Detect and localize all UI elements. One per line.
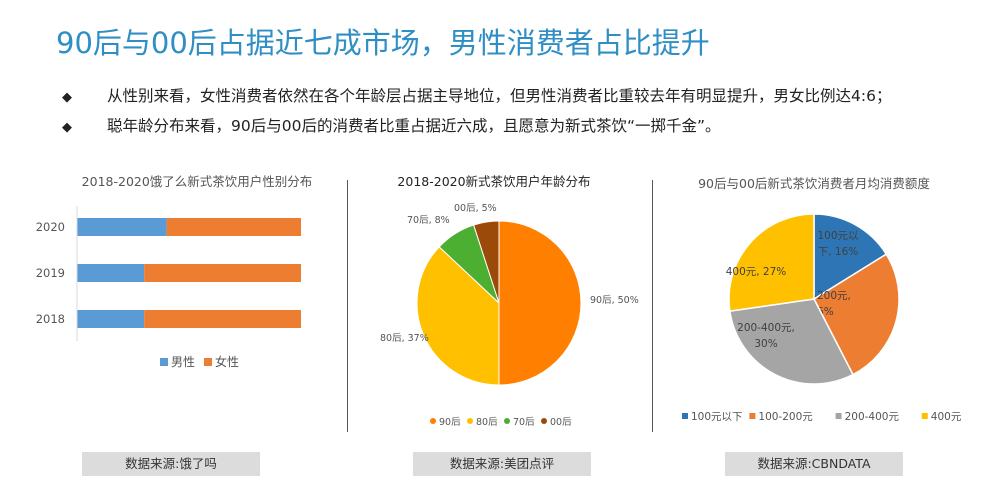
legend-swatch-male <box>160 358 168 366</box>
bullet-gender: ◆ 从性别来看，女性消费者依然在各个年龄层占据主导地位，但男性消费者比重较去年有明… <box>62 84 891 106</box>
bullet-gender-text: 从性别来看，女性消费者依然在各个年龄层占据主导地位，但男性消费者比重较去年有明显… <box>107 87 892 105</box>
legend: 男性 女性 <box>160 354 239 369</box>
pie-plot-area: 90后, 50% 80后, 37% 70后, 8% 00后, 5% <box>380 203 639 386</box>
slice-label-100: 下, 16% <box>818 246 859 258</box>
slice-label-200-400: 30% <box>754 338 777 350</box>
slice-label-00: 00后, 5% <box>454 203 497 214</box>
pie-slice-80 <box>416 246 500 386</box>
pie-plot-area: 100元以下, 16%100-200元,26%200-400元,30%400元,… <box>726 213 900 385</box>
diamond-bullet-icon: ◆ <box>62 120 72 135</box>
bar-female-2020 <box>166 218 301 236</box>
legend-label-80: 80后 <box>476 417 498 428</box>
source-label-meituan: 数据来源:美团点评 <box>413 452 591 476</box>
slice-label-100: 100元以 <box>817 230 859 242</box>
slice-label-70: 70后, 8% <box>407 215 450 226</box>
source-label-eleme: 数据来源:饿了吗 <box>82 452 260 476</box>
bar-male-2018 <box>77 310 145 328</box>
bar-female-2019 <box>144 264 301 282</box>
legend-swatch-100-200 <box>749 413 756 419</box>
pie-slice-90 <box>498 220 582 386</box>
legend-label-70: 70后 <box>513 417 535 428</box>
page-title: 90后与00后占据近七成市场，男性消费者占比提升 <box>56 26 710 60</box>
slice-label-80: 80后, 37% <box>380 333 429 344</box>
legend-label-00: 00后 <box>550 417 572 428</box>
y-tick-label-2020: 2020 <box>36 220 65 234</box>
pie-slice-200-400 <box>729 298 854 385</box>
legend-label-400: 400元 <box>931 411 962 423</box>
legend-dot-00 <box>541 418 547 424</box>
chart-title: 2018-2020饿了么新式茶饮用户性别分布 <box>82 174 313 189</box>
age-distribution-chart: 2018-2020新式茶饮用户年龄分布 90后, 50% 80后, 37% 70后,… <box>380 174 639 428</box>
monthly-spend-chart: 90后与00后新式茶饮消费者月均消费额度 100元以下, 16% 100-200元… <box>682 176 962 423</box>
legend-label-90: 90后 <box>439 417 461 428</box>
legend-label-female: 女性 <box>215 354 239 369</box>
chart-title: 90后与00后新式茶饮消费者月均消费额度 <box>698 176 930 191</box>
legend-label-male: 男性 <box>171 355 195 369</box>
legend-swatch-400 <box>921 413 928 419</box>
divider-right <box>652 180 653 432</box>
slice-label-400: 400元, 27% <box>726 266 787 278</box>
bar-plot-area: 2020 2019 2018 <box>36 218 301 328</box>
legend-swatch-female <box>204 358 212 366</box>
slice-label-200-400: 200-400元, <box>737 322 795 334</box>
pie-slice-100 <box>813 213 888 301</box>
diamond-bullet-icon: ◆ <box>62 90 72 105</box>
pie-slice-400 <box>728 213 815 312</box>
legend: 100元以下 100-200元 200-400元 400元 <box>682 411 962 423</box>
legend-label-100-200: 100-200元 <box>758 411 813 423</box>
y-tick-label-2019: 2019 <box>36 266 65 280</box>
legend-dot-80 <box>467 418 473 424</box>
legend: 90后 80后 70后 00后 <box>430 417 572 428</box>
legend-swatch-100 <box>682 413 688 419</box>
legend-label-100: 100元以下 <box>691 411 743 423</box>
legend-swatch-200-400 <box>835 413 842 419</box>
legend-label-200-400: 200-400元 <box>845 411 900 423</box>
bar-male-2020 <box>77 218 167 236</box>
source-label-cbndata: 数据来源:CBNDATA <box>725 452 903 476</box>
bullet-age-text: 聪年龄分布来看，90后与00后的消费者比重占据近六成，且愿意为新式茶饮“一掷千金… <box>107 117 721 135</box>
slice-label-90: 90后, 50% <box>590 295 639 306</box>
bar-male-2019 <box>77 264 145 282</box>
legend-dot-90 <box>430 418 436 424</box>
gender-distribution-chart: 2018-2020饿了么新式茶饮用户性别分布 2020 2019 2018 男性 女… <box>36 174 313 369</box>
pie-slice-100-200 <box>813 253 900 376</box>
pie-slice-00 <box>473 220 500 304</box>
bar-female-2018 <box>144 310 301 328</box>
bullet-age: ◆ 聪年龄分布来看，90后与00后的消费者比重占据近六成，且愿意为新式茶饮“一掷千… <box>62 114 721 136</box>
divider-left <box>347 180 348 432</box>
legend-dot-70 <box>504 418 510 424</box>
chart-title: 2018-2020新式茶饮用户年龄分布 <box>397 174 590 189</box>
y-tick-label-2018: 2018 <box>36 312 65 326</box>
